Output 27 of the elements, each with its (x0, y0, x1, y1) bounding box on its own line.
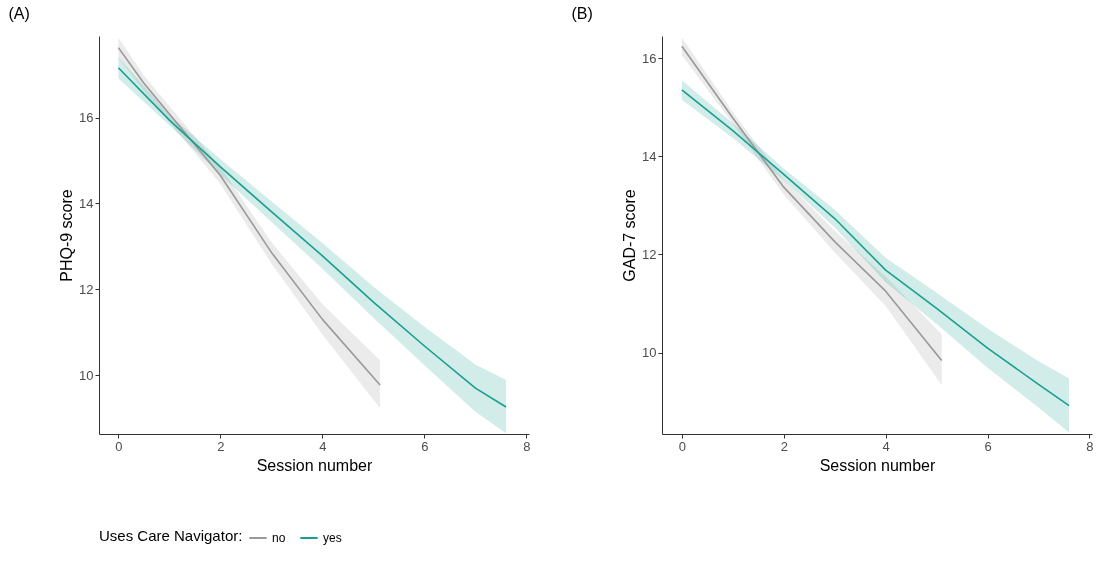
chart-title: (B) (571, 5, 593, 22)
y-axis-title: GAD-7 score (621, 189, 639, 282)
x-axis-title: Session number (819, 456, 936, 474)
x-tick-label: 8 (1086, 438, 1094, 454)
y-tick-label: 12 (79, 281, 94, 297)
legend-label: yes (323, 531, 342, 545)
x-tick-label: 0 (115, 438, 123, 454)
x-tick-label: 4 (319, 438, 327, 454)
y-tick-label: 10 (642, 345, 657, 361)
chart-title: (A) (8, 5, 30, 22)
x-tick-label: 6 (421, 438, 429, 454)
x-tick-label: 0 (678, 438, 686, 454)
x-tick-label: 2 (780, 438, 788, 454)
y-tick-label: 16 (79, 110, 94, 126)
y-tick-label: 10 (79, 367, 94, 383)
y-tick-label: 16 (642, 50, 657, 66)
x-tick-label: 8 (523, 438, 531, 454)
y-tick-label: 14 (79, 195, 94, 211)
legend-title: Uses Care Navigator: (99, 527, 243, 544)
y-axis-title: PHQ-9 score (58, 189, 76, 282)
y-tick-label: 14 (642, 148, 657, 164)
legend-label: no (272, 531, 286, 545)
x-tick-label: 6 (984, 438, 992, 454)
x-tick-label: 2 (217, 438, 225, 454)
x-tick-label: 4 (882, 438, 890, 454)
x-axis-title: Session number (256, 456, 373, 474)
y-tick-label: 12 (642, 246, 657, 262)
